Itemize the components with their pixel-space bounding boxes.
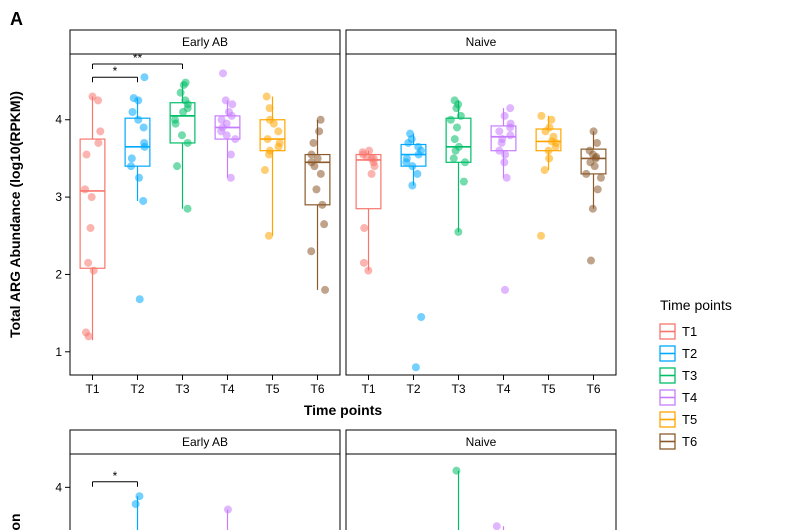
svg-text:**: ** [133,51,143,65]
svg-text:Early AB: Early AB [182,35,228,49]
svg-text:Early AB: Early AB [182,435,228,449]
svg-text:B: B [10,409,23,429]
svg-text:A: A [10,9,23,29]
svg-text:3: 3 [55,190,62,204]
svg-text:Naive: Naive [466,435,497,449]
svg-text:T6: T6 [310,382,324,396]
svg-text:T1: T1 [682,324,697,339]
figure-svg: A Total ARG Abundance (log10(RPKM)) 1 2 3 4 Ea… [0,0,800,530]
svg-text:T4: T4 [682,390,697,405]
svg-text:T1: T1 [361,382,375,396]
svg-text:1: 1 [55,345,62,359]
svg-text:T6: T6 [682,434,697,449]
svg-text:T3: T3 [175,382,189,396]
svg-text:Naive: Naive [466,35,497,49]
svg-text:*: * [113,469,118,483]
svg-text:T5: T5 [265,382,279,396]
svg-text:T1: T1 [85,382,99,396]
svg-text:Time points: Time points [304,402,383,418]
svg-text:T6: T6 [586,382,600,396]
svg-text:Time points: Time points [660,297,732,313]
svg-text:T3: T3 [682,368,697,383]
svg-text:2: 2 [55,267,62,281]
figure-root: A Total ARG Abundance (log10(RPKM)) 1 2 3 4 Ea… [0,0,800,530]
svg-text:4: 4 [55,480,62,494]
svg-text:T4: T4 [220,382,234,396]
svg-text:T5: T5 [541,382,555,396]
svg-text:*: * [113,64,118,78]
svg-text:T2: T2 [682,346,697,361]
svg-text:Total ARG Abundance (log10(RPK: Total ARG Abundance (log10(RPKM)) [7,91,23,338]
svg-text:T3: T3 [451,382,465,396]
svg-text:T4: T4 [496,382,510,396]
svg-text:on: on [7,513,23,530]
svg-text:T5: T5 [682,412,697,427]
svg-text:T2: T2 [130,382,144,396]
svg-text:T2: T2 [406,382,420,396]
svg-text:4: 4 [55,113,62,127]
